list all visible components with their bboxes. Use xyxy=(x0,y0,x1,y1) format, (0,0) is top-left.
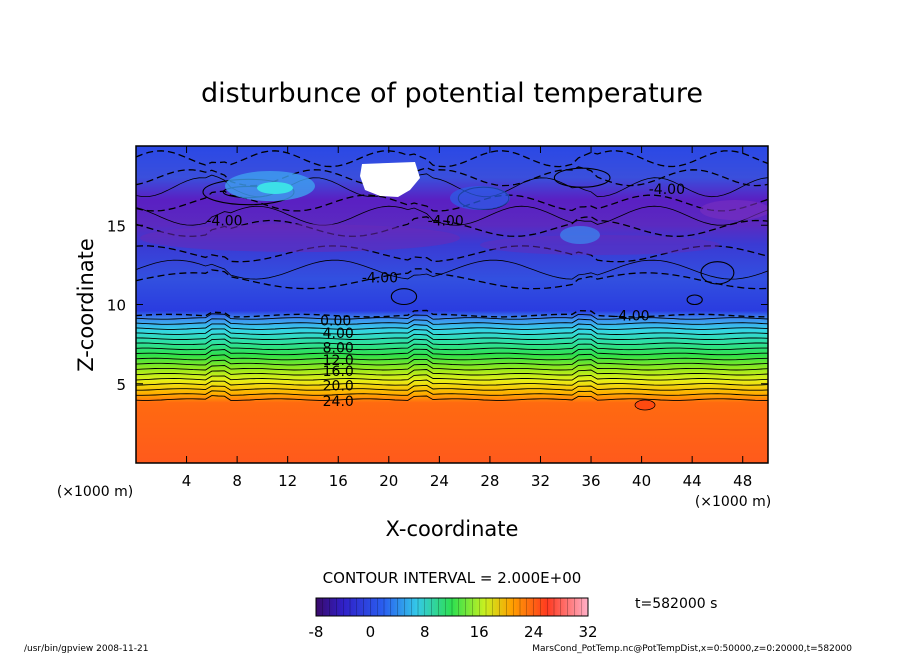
contour-label: 8.00 xyxy=(323,340,354,356)
x-tick-label: 16 xyxy=(329,472,348,490)
contour-line xyxy=(136,318,768,325)
footer-left: /usr/bin/gpview 2008-11-21 xyxy=(24,644,148,654)
contour-line xyxy=(136,348,768,356)
contour-label: -4.00 xyxy=(428,213,464,229)
colorbar-tick-label: 8 xyxy=(420,623,430,641)
contour-line xyxy=(136,374,768,381)
closed-contour xyxy=(700,261,735,285)
x-axis-label: X-coordinate xyxy=(386,517,519,541)
contour-line xyxy=(136,323,768,330)
contour-line xyxy=(136,363,768,371)
colorbar-ticks: -8 0 8 16 24 32 xyxy=(309,623,598,641)
closed-contour xyxy=(390,288,418,306)
colorbar-divisions xyxy=(322,598,582,616)
y-tick-label: 5 xyxy=(116,376,126,394)
missing-data-patch xyxy=(360,162,420,197)
contour-line xyxy=(136,390,768,396)
colorbar-tick-label: 0 xyxy=(366,623,376,641)
x-axis: 4 8 12 16 20 24 28 32 36 40 44 48 xyxy=(182,146,752,490)
contour-label: 24.0 xyxy=(323,394,354,410)
contour-line-dashed xyxy=(136,309,768,318)
footer-right: MarsCond_PotTemp.nc@PotTempDist,x=0:5000… xyxy=(532,644,852,654)
y-tick-label: 15 xyxy=(107,217,126,235)
colorbar-tick-label: 16 xyxy=(470,623,489,641)
x-tick-label: 32 xyxy=(531,472,550,490)
purple-band-right xyxy=(480,235,720,255)
contour-line xyxy=(136,338,768,346)
contour-line xyxy=(136,259,768,280)
contour-line xyxy=(136,313,768,320)
colorbar-tick-label: 24 xyxy=(524,623,543,641)
contour-line-dashed xyxy=(136,245,768,263)
x-tick-label: 12 xyxy=(278,472,297,490)
time-label: t=582000 s xyxy=(635,596,717,612)
contour-line xyxy=(136,358,768,366)
x-tick-label: 8 xyxy=(232,472,242,490)
blue-patch-center xyxy=(450,186,510,210)
y-axis-label: Z-coordinate xyxy=(74,238,98,372)
closed-contour xyxy=(553,167,611,188)
contour-line xyxy=(136,395,768,401)
contour-interval: CONTOUR INTERVAL = 2.000E+00 xyxy=(323,569,582,587)
contour-line xyxy=(136,343,768,351)
contour-line xyxy=(136,384,768,391)
x-tick-label: 28 xyxy=(480,472,499,490)
warm-anomaly-core xyxy=(257,182,293,194)
contour-label: 4.00 xyxy=(323,326,354,342)
x-tick-label: 48 xyxy=(733,472,752,490)
contour-line xyxy=(136,369,768,376)
contour-label: -4.00 xyxy=(649,182,685,198)
contour-line xyxy=(136,333,768,340)
colorbar-tick-label: 32 xyxy=(578,623,597,641)
purple-patch-right xyxy=(700,200,768,220)
x-tick-label: 24 xyxy=(430,472,449,490)
x-unit-left: (×1000 m) xyxy=(57,484,133,500)
y-axis: 5 10 15 xyxy=(107,217,768,394)
x-tick-label: 20 xyxy=(379,472,398,490)
colorbar-tick-label: -8 xyxy=(309,623,324,641)
contour-label: -4.00 xyxy=(613,309,649,325)
contour-line xyxy=(136,205,768,226)
contour-label: -4.00 xyxy=(362,271,398,287)
contour-label: 20.0 xyxy=(323,378,354,394)
warm-spot-surface xyxy=(634,399,656,411)
contour-line xyxy=(136,379,768,386)
closed-contour xyxy=(686,294,703,306)
blue-patch-right xyxy=(560,226,600,244)
contour-label: 16.0 xyxy=(323,364,354,380)
contour-label: 0.00 xyxy=(320,313,351,329)
x-tick-label: 4 xyxy=(182,472,192,490)
contour-label: 12.0 xyxy=(323,353,354,369)
contour-line-dashed xyxy=(136,268,768,290)
contour-label: -4.00 xyxy=(206,213,242,229)
x-unit-right: (×1000 m) xyxy=(695,494,771,510)
chart-title: disturbunce of potential temperature xyxy=(201,78,703,109)
x-tick-label: 36 xyxy=(581,472,600,490)
x-tick-label: 40 xyxy=(632,472,651,490)
contour-line xyxy=(136,328,768,335)
contour-line xyxy=(136,353,768,361)
purple-band-left xyxy=(140,224,460,252)
x-tick-label: 44 xyxy=(683,472,702,490)
y-tick-label: 10 xyxy=(107,297,126,315)
contour-line-dashed xyxy=(136,150,768,168)
